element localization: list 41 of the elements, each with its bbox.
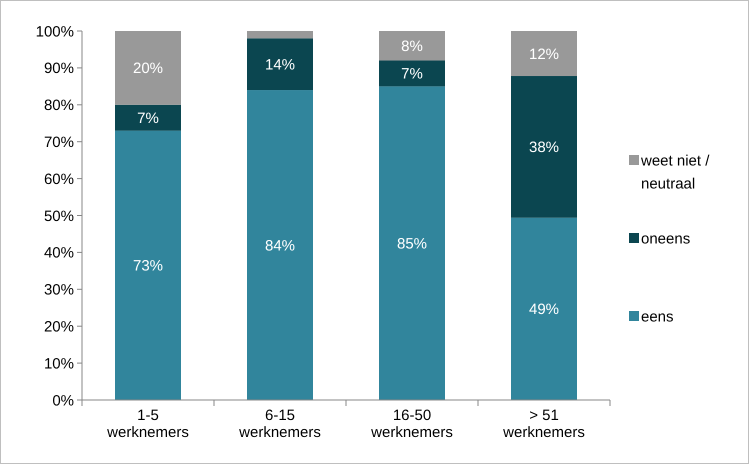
data-label: 12% bbox=[528, 46, 560, 63]
y-tick-label: 100% bbox=[36, 23, 74, 40]
y-tick-label: 50% bbox=[44, 208, 74, 225]
y-tick-label: 70% bbox=[44, 134, 74, 151]
data-label: 20% bbox=[132, 60, 164, 78]
bar bbox=[511, 31, 577, 76]
y-tick-label: 30% bbox=[44, 282, 74, 299]
bar bbox=[379, 86, 445, 400]
data-label: 38% bbox=[528, 139, 560, 156]
y-tick-label: 60% bbox=[44, 170, 74, 188]
legend-label: weet niet / neutraal bbox=[640, 152, 710, 192]
bar bbox=[115, 104, 181, 131]
y-tick-label: 10% bbox=[44, 355, 74, 372]
bar bbox=[379, 60, 445, 86]
bar bbox=[247, 31, 313, 38]
legend-label: oneens bbox=[641, 230, 690, 248]
bar bbox=[379, 31, 445, 61]
data-label: 49% bbox=[528, 301, 560, 318]
data-label: 7% bbox=[401, 66, 423, 83]
bar bbox=[247, 38, 313, 90]
data-label: 84% bbox=[264, 237, 296, 254]
legend-label: eens bbox=[641, 308, 674, 326]
x-tick-label: > 51 werknemers bbox=[502, 407, 585, 441]
bar bbox=[115, 31, 181, 105]
bar bbox=[115, 130, 181, 400]
data-label: 85% bbox=[396, 235, 428, 252]
bar bbox=[247, 90, 313, 400]
y-tick-label: 80% bbox=[44, 97, 74, 114]
x-tick-label: 16-50 werknemers bbox=[370, 407, 453, 441]
data-label: 8% bbox=[401, 38, 423, 56]
data-label: 7% bbox=[137, 110, 159, 127]
y-tick-label: 20% bbox=[44, 318, 74, 336]
x-tick-label: 1-5 werknemers bbox=[106, 407, 189, 441]
bar bbox=[511, 76, 577, 218]
y-tick-label: 40% bbox=[44, 244, 74, 262]
bar bbox=[511, 218, 577, 400]
y-tick-label: 90% bbox=[44, 60, 74, 78]
x-tick-label: 6-15 werknemers bbox=[238, 407, 321, 441]
data-label: 14% bbox=[264, 56, 296, 74]
data-label: 73% bbox=[132, 258, 164, 275]
y-tick-label: 0% bbox=[52, 392, 74, 410]
